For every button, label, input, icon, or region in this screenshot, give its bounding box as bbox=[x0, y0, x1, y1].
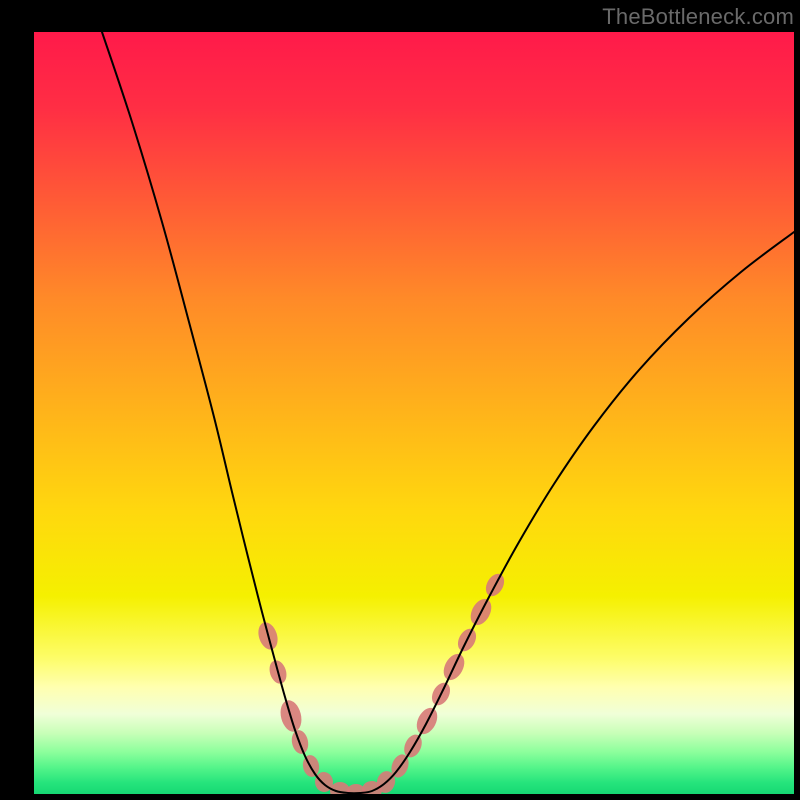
curve-layer bbox=[34, 32, 794, 794]
bottleneck-curve bbox=[102, 32, 794, 793]
chart-frame: TheBottleneck.com bbox=[0, 0, 800, 800]
watermark-text: TheBottleneck.com bbox=[602, 4, 794, 30]
plot-area bbox=[34, 32, 794, 794]
marker-group bbox=[255, 571, 508, 794]
